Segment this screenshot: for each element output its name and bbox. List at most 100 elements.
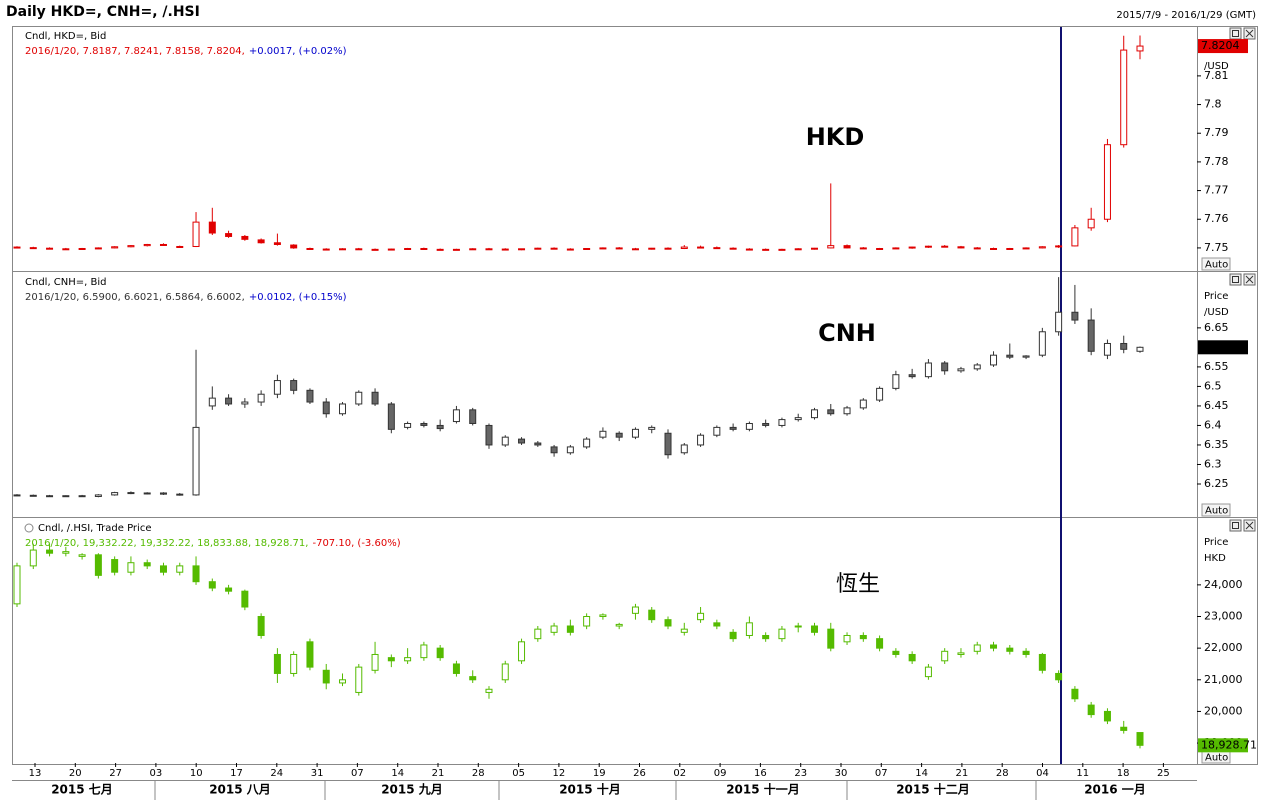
- candle-body: [1120, 342, 1128, 350]
- candle-body: [469, 676, 477, 681]
- candle-body: [273, 242, 281, 245]
- candle-body: [697, 246, 705, 249]
- candle-body: [615, 247, 623, 250]
- window-title: Daily HKD=, CNH=, /.HSI: [6, 4, 200, 20]
- candle-body: [745, 622, 753, 636]
- candle-body: [404, 422, 412, 428]
- candle-body: [973, 247, 981, 250]
- candle-body: [680, 628, 688, 633]
- y-tick-label: 6.25: [1204, 477, 1229, 490]
- candle-body: [452, 663, 460, 674]
- candle-body: [159, 565, 167, 573]
- candle-body: [518, 438, 526, 444]
- candle-body: [1038, 653, 1046, 671]
- candle-body: [1071, 311, 1079, 321]
- pane-button[interactable]: [1229, 519, 1242, 532]
- y-tick-label: 7.81: [1204, 69, 1229, 82]
- candle-body: [794, 417, 802, 421]
- candle-body: [762, 248, 770, 251]
- last-value-label: 18,928.71: [1201, 738, 1257, 751]
- candle-body: [810, 625, 818, 633]
- candle-body: [501, 436, 509, 446]
- last-value-label: 7.8204: [1201, 39, 1240, 52]
- candle-body: [973, 644, 981, 652]
- auto-button[interactable]: [1201, 257, 1231, 271]
- candle-body: [13, 565, 21, 605]
- candle-body: [778, 628, 786, 640]
- maximize-box: [1232, 276, 1239, 283]
- candle-body: [876, 247, 884, 250]
- candle-body: [62, 248, 70, 251]
- candle-body: [680, 444, 688, 454]
- candle-body: [1103, 144, 1111, 220]
- detail-values: 2016/1/20, 19,332.22, 19,332.22, 18,833.…: [25, 538, 308, 549]
- candle-body: [192, 426, 200, 496]
- x-tick-label: 09: [714, 768, 727, 779]
- x-tick-label: 14: [391, 768, 404, 779]
- candle-body: [1022, 650, 1030, 655]
- x-tick-label: 20: [69, 768, 82, 779]
- candle-body: [648, 247, 656, 250]
- y-tick-label: 20,000: [1204, 704, 1243, 717]
- x-tick-label: 28: [996, 768, 1009, 779]
- candle-body: [127, 492, 135, 495]
- candle-body: [111, 246, 119, 249]
- annotation: HKD: [806, 123, 865, 151]
- candle-body: [1087, 704, 1095, 716]
- x-tick-label: 05: [512, 768, 525, 779]
- candle-body: [534, 247, 542, 250]
- candle-body: [697, 612, 705, 621]
- y-tick-label: 6.35: [1204, 438, 1229, 451]
- pane-detail: 2016/1/20, 6.5900, 6.6021, 6.5864, 6.600…: [25, 292, 347, 303]
- candle-body: [290, 244, 298, 249]
- candle-body: [729, 426, 737, 430]
- x-tick-label: 31: [311, 768, 324, 779]
- candle-body: [127, 562, 135, 573]
- pane-button[interactable]: [1229, 27, 1242, 40]
- x-tick-label: 02: [673, 768, 686, 779]
- pane-button[interactable]: [1229, 273, 1242, 286]
- candle-body: [306, 389, 314, 403]
- candle-body: [339, 403, 347, 415]
- candle-body: [322, 669, 330, 684]
- candle-body: [859, 247, 867, 250]
- month-label: 2015 九月: [381, 782, 443, 797]
- month-label: 2015 十一月: [726, 782, 800, 797]
- candle-body: [1022, 247, 1030, 250]
- candle-body: [729, 631, 737, 640]
- last-value-box: [1198, 39, 1248, 54]
- last-value-label: 6.6002: [1201, 340, 1240, 353]
- candle-body: [1071, 688, 1079, 700]
- axis-unit: Price: [1204, 537, 1228, 548]
- x-tick-label: 04: [1036, 768, 1049, 779]
- candle-body: [387, 403, 395, 430]
- candle-body: [827, 409, 835, 415]
- candle-body: [241, 401, 249, 405]
- maximize-box: [1232, 522, 1239, 529]
- candle-body: [518, 641, 526, 662]
- candle-body: [583, 438, 591, 448]
- candle-body: [615, 623, 623, 627]
- y-tick-label: 7.79: [1204, 126, 1229, 139]
- candle-body: [339, 248, 347, 251]
- candle-body: [94, 247, 102, 250]
- x-tick-label: 26: [633, 768, 646, 779]
- annotation: CNH: [818, 319, 876, 347]
- auto-label: Auto: [1205, 753, 1228, 764]
- candle-body: [778, 419, 786, 426]
- auto-button[interactable]: [1201, 503, 1231, 517]
- candle-body: [924, 245, 932, 248]
- pane-detail: 2016/1/20, 19,332.22, 19,332.22, 18,833.…: [25, 538, 401, 549]
- candle-body: [1087, 319, 1095, 352]
- candle-body: [192, 221, 200, 247]
- candle-body: [745, 248, 753, 251]
- candle-body: [436, 248, 444, 251]
- x-tick-label: 14: [915, 768, 928, 779]
- x-tick-label: 11: [1076, 768, 1089, 779]
- candle-body: [876, 387, 884, 401]
- candle-body: [648, 609, 656, 621]
- candle-body: [452, 409, 460, 423]
- candle-body: [876, 638, 884, 649]
- candle-body: [355, 666, 363, 693]
